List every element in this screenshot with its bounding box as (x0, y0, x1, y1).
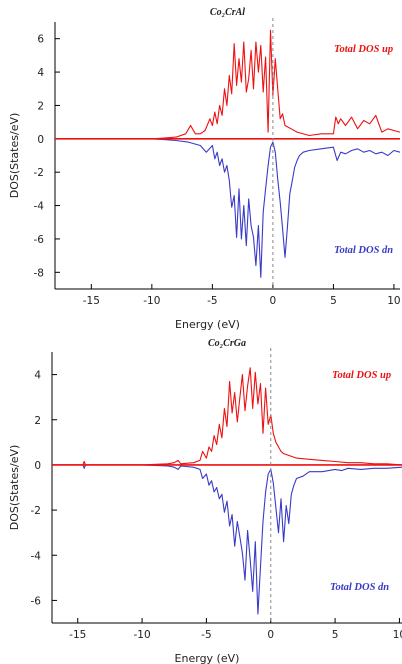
panel-1-series-dn-line (55, 138, 401, 278)
panel-2-y-tick-label: 0 (34, 460, 41, 472)
panel-1-x-tick-label: 0 (270, 295, 277, 307)
panel-2-y-tick-label: 2 (34, 415, 41, 427)
panel-1-y-tick-label: 0 (37, 134, 44, 146)
panel-2-legend-up-label: Total DOS up (332, 370, 391, 381)
panel-1-y-tick-label: -6 (34, 234, 45, 246)
panel-1-legend-dn-label: Total DOS dn (334, 245, 393, 256)
panel-2-chart-title: Co₂CrGa (208, 338, 246, 349)
panel-1-x-tick-label: -5 (207, 295, 217, 307)
panel-2-series-dn-line (52, 464, 402, 615)
panel-1-y-tick-label: -2 (34, 167, 44, 179)
panel-1-legend-up-label: Total DOS up (334, 44, 393, 55)
panel-1-y-tick-label: -4 (34, 201, 45, 213)
panel-2-y-tick-label: -2 (31, 505, 41, 517)
panel-1-x-tick-label: 10 (387, 295, 400, 307)
panel-2-x-tick-label: -5 (201, 629, 211, 641)
panel-2-y-tick-label: -6 (31, 595, 42, 607)
panel-1-y-tick-label: -8 (34, 267, 44, 279)
panel-1-y-tick-label: 2 (37, 100, 44, 112)
panel-2-y-axis-label: DOS(States/eV) (8, 445, 21, 531)
panel-1-x-tick-label: -10 (143, 295, 160, 307)
panel-1-y-axis-label: DOS(States/eV) (8, 113, 21, 199)
panel-2-x-tick-label: 10 (393, 629, 402, 641)
panel-2-x-tick-label: -15 (69, 629, 86, 641)
panel-1-y-tick-label: 6 (37, 34, 44, 46)
panel-1-series-up-line (55, 29, 401, 140)
panel-1-x-axis-label: Energy (eV) (175, 318, 240, 331)
panel-2-x-tick-label: 5 (332, 629, 339, 641)
panel-2-legend-dn-label: Total DOS dn (330, 582, 389, 593)
panel-2-series-up-line (52, 367, 402, 466)
panel-2-x-tick-label: 0 (267, 629, 274, 641)
panel-2-x-axis-label: Energy (eV) (175, 652, 240, 664)
panel-1-x-tick-label: -15 (83, 295, 100, 307)
panel-1-chart-title: Co₂CrAl (210, 7, 245, 18)
panel-2-y-tick-label: -4 (31, 550, 42, 562)
panel-2-y-tick-label: 4 (34, 370, 41, 382)
panel-2-x-tick-label: -10 (133, 629, 150, 641)
panel-1-x-tick-label: 5 (330, 295, 337, 307)
panel-1-y-tick-label: 4 (37, 67, 44, 79)
